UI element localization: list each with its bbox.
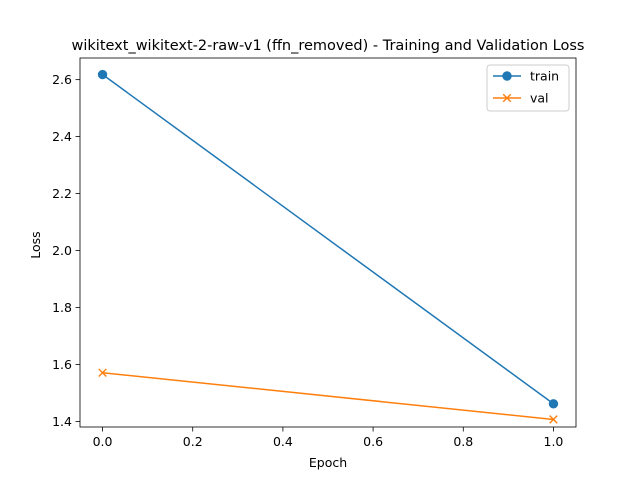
data-point-val-stroke-b [549, 415, 558, 424]
plot-area [79, 57, 577, 428]
y-tick-label: 1.8 [52, 300, 72, 315]
legend-item-val: val [493, 91, 549, 106]
legend-label-train: train [530, 69, 559, 84]
y-tick-label: 2.2 [52, 186, 72, 201]
data-point-val [549, 415, 558, 424]
legend-marker-val [502, 93, 512, 103]
x-tick-label: 0.8 [453, 434, 473, 449]
y-tick-label: 1.6 [52, 357, 72, 372]
x-tick-label: 0.0 [93, 434, 113, 449]
legend-marker-val-stroke-b [502, 93, 512, 103]
legend-label-val: val [530, 91, 549, 106]
plot-frame [79, 57, 577, 428]
y-tick-label: 2.0 [52, 243, 72, 258]
data-point-train [97, 69, 108, 80]
x-tick-label: 1.0 [544, 434, 564, 449]
data-point-train [548, 399, 559, 409]
legend-item-train: train [493, 69, 559, 84]
y-tick-label: 1.4 [52, 414, 72, 429]
series-val [98, 368, 558, 424]
legend: train val [486, 64, 570, 112]
y-axis-label: Loss [28, 231, 43, 258]
y-axis: 1.4 1.6 1.8 2.0 2.2 2.4 2.6 [52, 72, 80, 429]
y-tick-label: 2.4 [52, 129, 72, 144]
data-point-val-stroke-b [98, 368, 107, 378]
legend-marker-train [502, 71, 512, 81]
x-tick-label: 0.6 [363, 434, 383, 449]
x-axis: 0.0 0.2 0.4 0.6 0.8 1.0 [93, 427, 564, 449]
series-line-train [102, 73, 554, 405]
x-tick-label: 0.4 [273, 434, 293, 449]
chart-title: wikitext_wikitext-2-raw-v1 (ffn_removed)… [72, 38, 585, 54]
series-line-val [102, 371, 554, 421]
x-axis-label: Epoch [309, 455, 347, 470]
data-point-val [98, 368, 107, 378]
series-layer [97, 69, 559, 424]
series-train [97, 69, 559, 409]
y-tick-label: 2.6 [52, 72, 72, 87]
x-tick-label: 0.2 [183, 434, 203, 449]
